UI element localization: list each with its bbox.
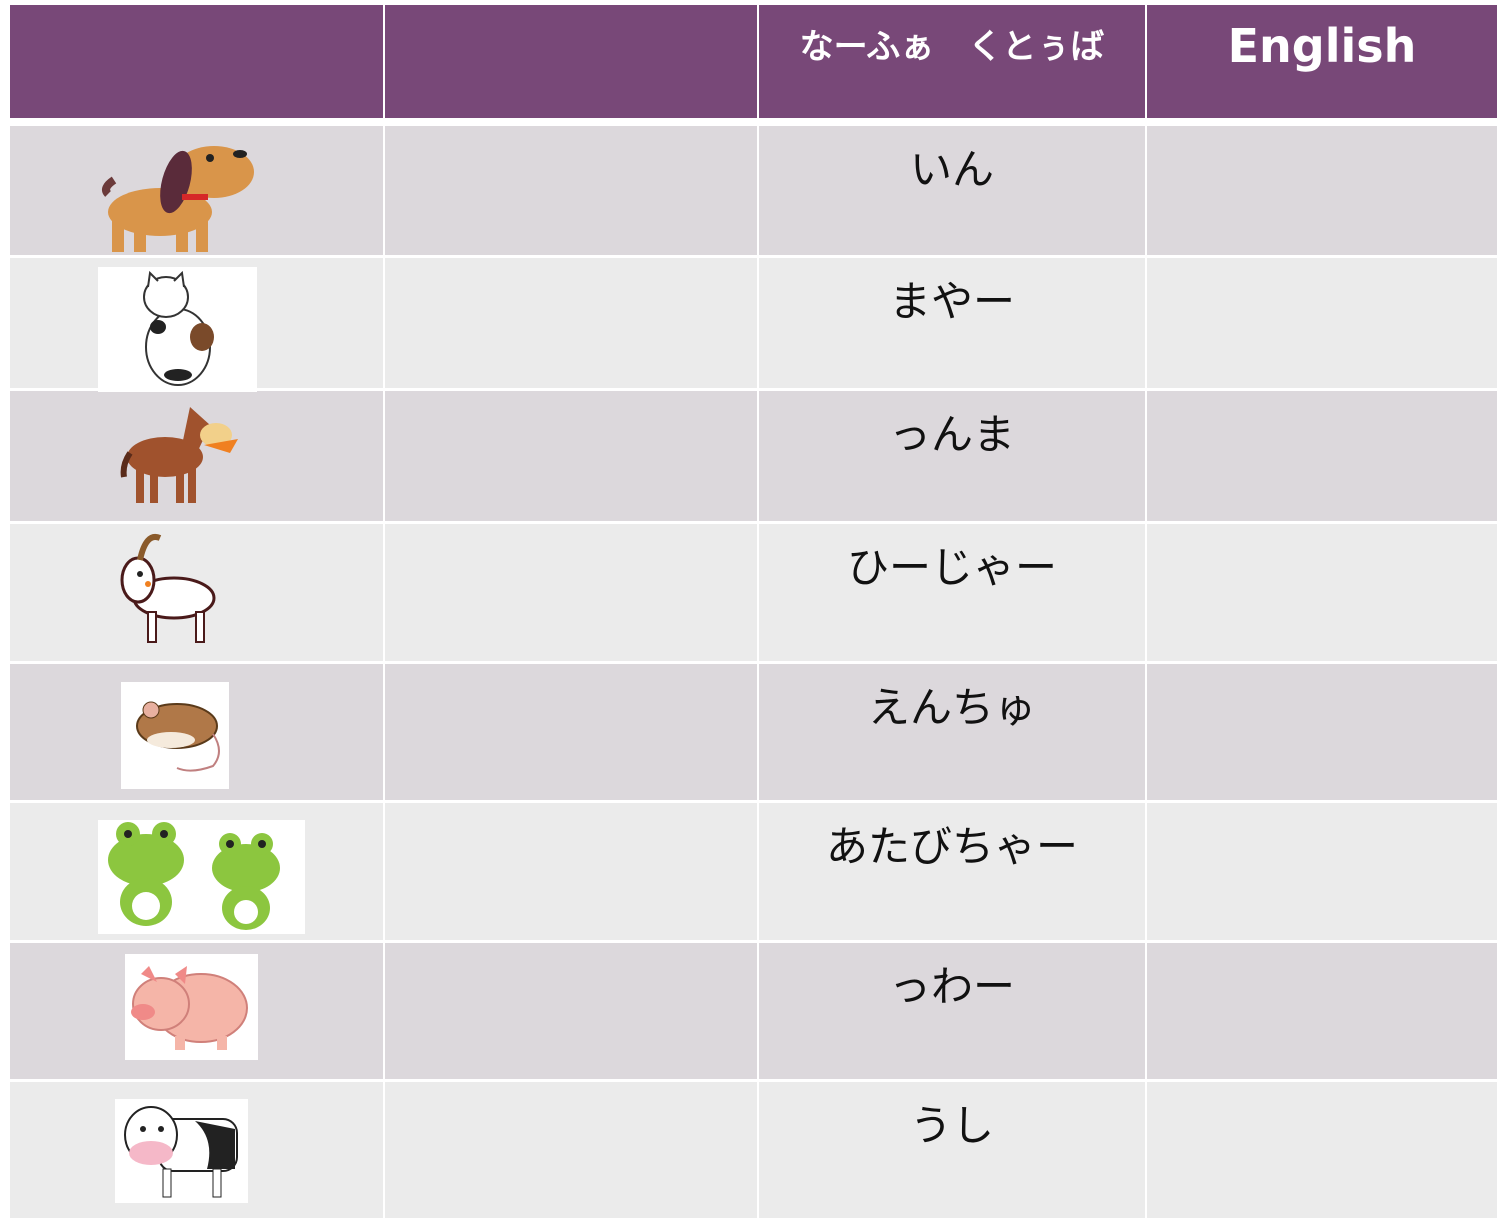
table-cell xyxy=(1147,803,1497,940)
table-cell xyxy=(1147,664,1497,800)
cat-icon xyxy=(98,267,257,392)
table-cell xyxy=(385,664,757,800)
table-cell xyxy=(385,1082,757,1218)
word: っんま xyxy=(888,410,1015,459)
table-cell xyxy=(759,391,1145,521)
header-cell xyxy=(10,5,383,118)
header-native: なーふぁ くとぅば xyxy=(759,5,1145,118)
word: ひーじゃー xyxy=(846,543,1057,592)
table-cell xyxy=(759,1082,1145,1218)
table-cell xyxy=(385,943,757,1079)
table-cell xyxy=(385,524,757,661)
cow-icon xyxy=(115,1099,248,1203)
table-cell xyxy=(759,258,1145,388)
word: あたびちゃー xyxy=(825,822,1078,871)
table-cell xyxy=(759,524,1145,661)
table-cell xyxy=(1147,258,1497,388)
dog-icon xyxy=(102,146,254,252)
table-cell xyxy=(385,803,757,940)
table-cell xyxy=(759,126,1145,255)
table-cell xyxy=(385,391,757,521)
table-cell xyxy=(385,258,757,388)
word: うし xyxy=(909,1101,994,1150)
header-cell xyxy=(385,5,757,118)
table-cell xyxy=(1147,943,1497,1079)
table-cell xyxy=(1147,126,1497,255)
table-cell xyxy=(1147,524,1497,661)
table-cell xyxy=(759,943,1145,1079)
table-cell xyxy=(759,664,1145,800)
table-cell xyxy=(385,126,757,255)
table-cell xyxy=(1147,391,1497,521)
goat-icon xyxy=(120,534,216,643)
table-cell xyxy=(759,803,1145,940)
word: まやー xyxy=(888,277,1015,326)
word: えんちゅ xyxy=(867,683,1036,732)
mouse-icon xyxy=(121,682,229,789)
word: いん xyxy=(909,145,994,194)
horse-icon xyxy=(120,407,238,503)
frog-icon xyxy=(98,820,305,934)
table-cell xyxy=(1147,1082,1497,1218)
word: っわー xyxy=(888,962,1015,1011)
header-english: English xyxy=(1147,5,1497,118)
pig-icon xyxy=(125,954,258,1060)
